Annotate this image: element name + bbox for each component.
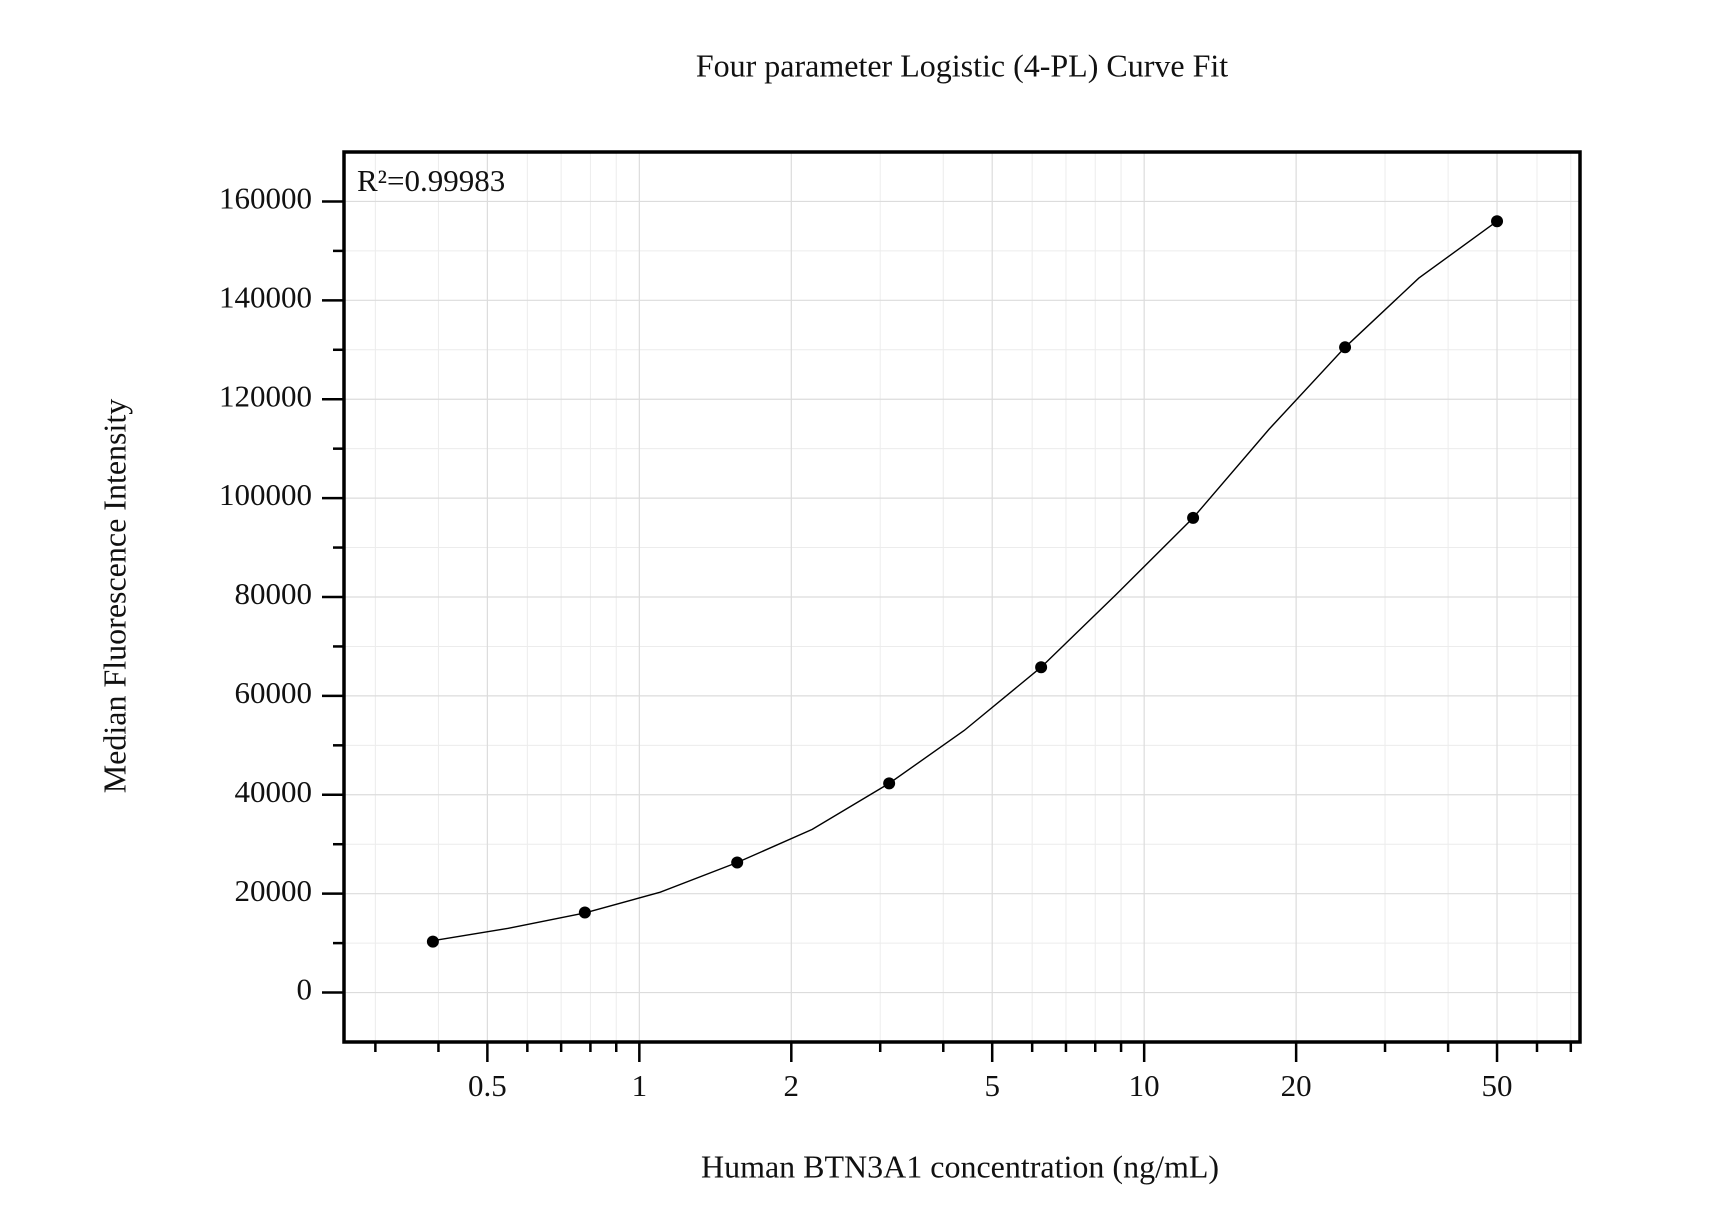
x-tick-label: 20	[1281, 1068, 1312, 1103]
data-point	[883, 777, 896, 790]
y-tick-label: 80000	[235, 576, 313, 611]
x-tick-label: 1	[632, 1068, 648, 1103]
chart-title: Four parameter Logistic (4-PL) Curve Fit	[696, 47, 1228, 83]
data-point	[1187, 511, 1200, 524]
x-tick-label: 0.5	[468, 1068, 507, 1103]
y-tick-label: 60000	[235, 675, 313, 710]
y-tick-label: 40000	[235, 774, 313, 809]
y-tick-label: 120000	[219, 378, 312, 413]
x-tick-label: 50	[1482, 1068, 1513, 1103]
plot-frame	[342, 150, 1582, 1044]
data-point	[1339, 341, 1352, 354]
x-tick-label: 10	[1129, 1068, 1160, 1103]
y-tick-label: 20000	[235, 873, 313, 908]
y-axis-title: Median Fluorescence Intensity	[96, 399, 132, 794]
y-tick-label: 160000	[219, 181, 312, 216]
y-tick-label: 140000	[219, 279, 312, 314]
fit-curve	[432, 220, 1498, 942]
data-point	[1491, 215, 1504, 228]
x-tick-label: 2	[784, 1068, 800, 1103]
data-point	[426, 935, 439, 948]
x-axis-title: Human BTN3A1 concentration (ng/mL)	[701, 1148, 1219, 1184]
data-point	[1035, 661, 1048, 674]
data-point	[731, 856, 744, 869]
annotation: R²=0.99983	[357, 163, 505, 198]
y-tick-label: 100000	[219, 477, 312, 512]
y-tick-label: 0	[297, 972, 313, 1007]
data-point	[578, 906, 591, 919]
x-tick-label: 5	[984, 1068, 1000, 1103]
